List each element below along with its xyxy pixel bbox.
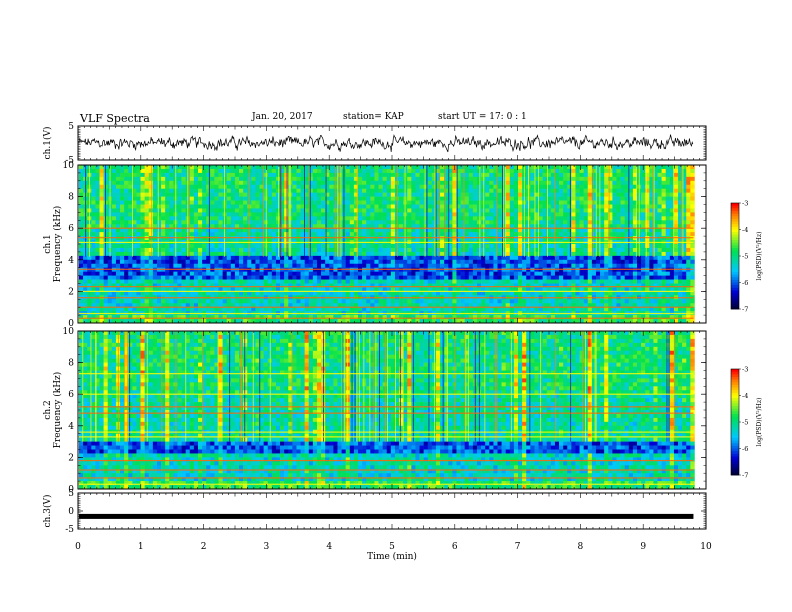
ch1-waveform-ylabel: ch.1(V): [42, 127, 53, 160]
ch2-spectrogram-ytick-label: 10: [63, 327, 75, 337]
x-tick-label: 7: [515, 542, 521, 552]
x-tick-label: 3: [264, 542, 270, 552]
x-tick-label: 8: [578, 542, 584, 552]
x-tick-label: 10: [700, 542, 712, 552]
ch1-spectrogram-ytick-label: 8: [68, 193, 74, 203]
x-tick-label: 2: [201, 542, 207, 552]
ch2-spectrogram: [79, 331, 695, 490]
x-tick-label: 1: [138, 542, 144, 552]
ch2-spectrogram-ytick-label: 6: [68, 390, 74, 400]
ch3-waveform-frame: [77, 492, 707, 530]
ch2-colorbar-tick: -3: [742, 366, 748, 374]
ch3-waveform-ytick-label: -5: [65, 525, 74, 535]
ch1-spectrogram-ytick-label: 10: [63, 161, 75, 171]
date-label: Jan. 20, 2017: [252, 112, 313, 122]
ch1-spectrogram-ytick-label: 2: [68, 287, 74, 297]
start-time-label: start UT = 17: 0 : 1: [438, 112, 527, 122]
ch1-spectrogram-ytick-label: 0: [68, 319, 74, 329]
ch2-colorbar-label: log(PSD)(V²/Hz): [756, 398, 763, 447]
ch1-waveform-frame: [77, 125, 707, 161]
x-axis-label: Time (min): [367, 551, 417, 562]
ch1-colorbar-tick: -4: [742, 226, 748, 234]
ch1-colorbar-tick: -6: [742, 279, 748, 287]
ch1-waveform-ytick-label: -5: [65, 156, 74, 166]
ch2-colorbar-tick: -5: [742, 419, 748, 427]
ch2-spectrogram-ytick-label: 2: [68, 453, 74, 463]
ch1-spectrogram: [79, 165, 695, 324]
ch2-spectrogram-ylabel-line1: ch.2: [43, 400, 53, 419]
x-tick-label: 6: [452, 542, 458, 552]
ch2-colorbar: -3 -4 -5 -6 -7 log(PSD)(V²/Hz): [730, 366, 763, 480]
ch3-waveform-ytick-label: 0: [68, 507, 74, 517]
x-tick-label: 5: [389, 542, 395, 552]
ch1-spectrogram-ylabel-line2: Frequency (kHz): [52, 206, 63, 283]
ch1-colorbar-tick: -7: [742, 306, 748, 314]
ch3-waveform-ylabel: ch.3(V): [42, 495, 53, 528]
ch1-waveform-ytick-label: 5: [68, 122, 74, 132]
ch1-spectrogram-ytick-label: 4: [68, 256, 74, 266]
ch1-colorbar-tick: -3: [742, 200, 748, 208]
ch2-colorbar-tick: -6: [742, 445, 748, 453]
ch1-colorbar-label: log(PSD)(V²/Hz): [756, 232, 763, 281]
ch1-colorbar-tick: -5: [742, 253, 748, 261]
ch2-colorbar-tick: -7: [742, 472, 748, 480]
ch2-colorbar-tick: -4: [742, 392, 748, 400]
ch2-spectrogram-ylabel-line2: Frequency (kHz): [52, 372, 63, 449]
x-tick-label: 4: [326, 542, 332, 552]
ch2-spectrogram-ytick-label: 8: [68, 359, 74, 369]
x-tick-label: 9: [640, 542, 646, 552]
x-tick-label: 0: [75, 542, 81, 552]
ch1-colorbar: -3 -4 -5 -6 -7 log(PSD)(V²/Hz): [730, 200, 763, 314]
ch3-waveform-ytick-label: 5: [68, 489, 74, 499]
chart-title: VLF Spectra: [80, 112, 150, 125]
ch3-waveform-line: [79, 513, 694, 519]
ch2-spectrogram-ytick-label: 0: [68, 485, 74, 495]
ch1-spectrogram-ytick-label: 6: [68, 224, 74, 234]
ch2-spectrogram-ytick-label: 4: [68, 422, 74, 432]
ch1-waveform-line: [78, 134, 694, 153]
ch1-spectrogram-ylabel-line1: ch.1: [43, 234, 53, 253]
station-label: station= KAP: [343, 112, 404, 122]
